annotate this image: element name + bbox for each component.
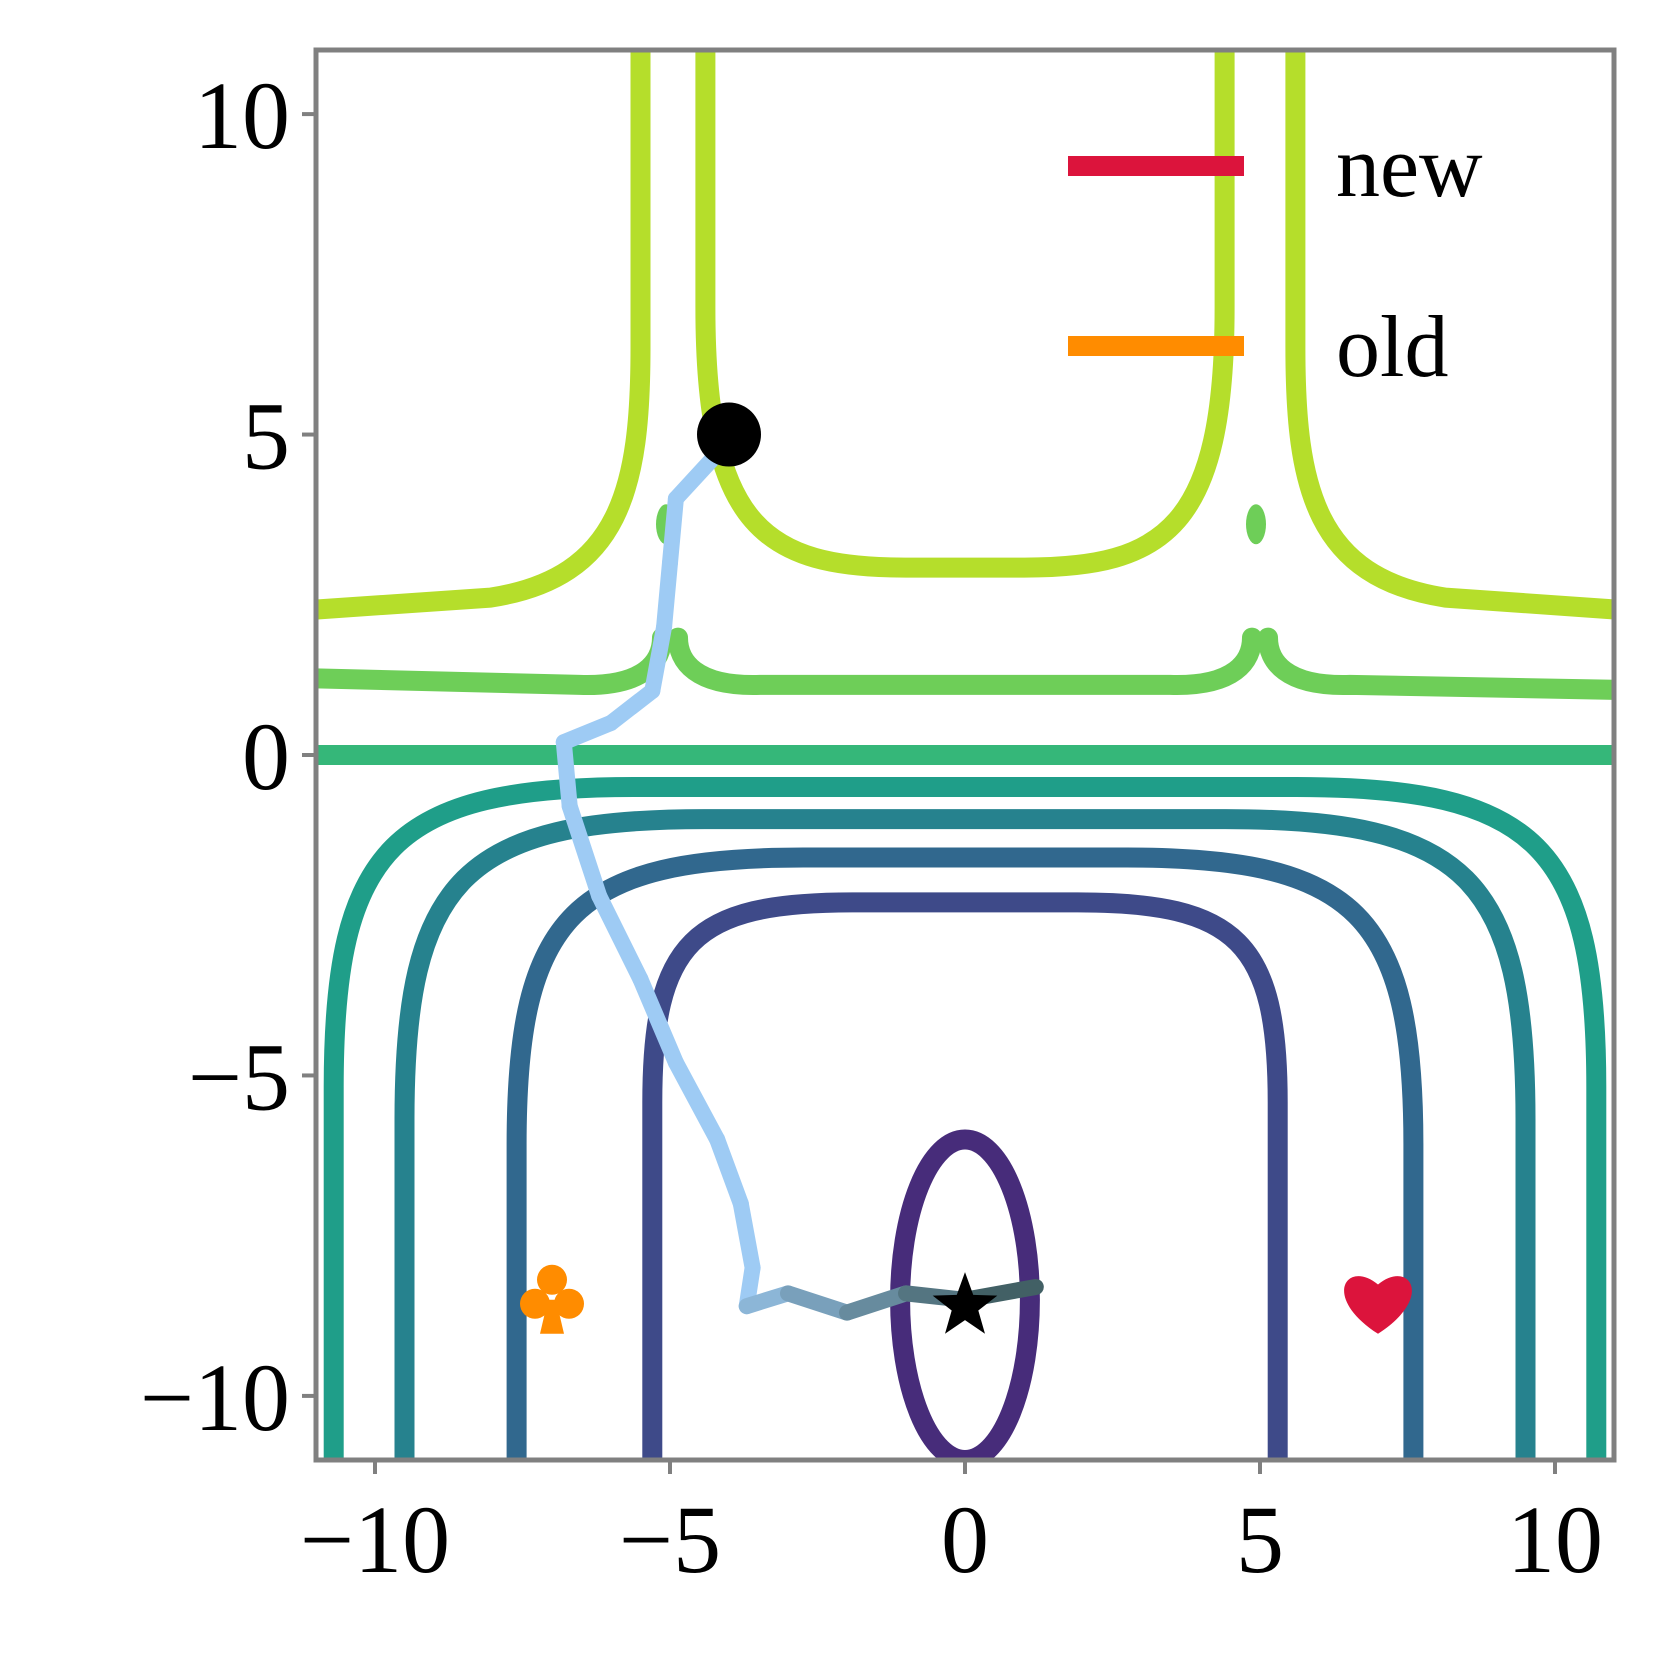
old-marker-marker xyxy=(520,1264,584,1334)
start-point-marker xyxy=(697,402,761,467)
markers xyxy=(520,402,1412,1334)
optimum-marker xyxy=(932,1272,998,1334)
y-tick-label: 0 xyxy=(242,703,290,810)
trajectory-segment xyxy=(555,714,619,751)
trajectory-segment xyxy=(780,1285,855,1321)
trajectory-segment xyxy=(555,734,578,815)
y-tick-label: 5 xyxy=(242,383,290,490)
contour-level-8 xyxy=(316,50,1614,620)
trajectory-segment xyxy=(603,682,661,731)
trajectory-segment xyxy=(839,1285,914,1321)
trajectory-segment xyxy=(591,888,649,988)
y-tick-label: −10 xyxy=(140,1344,290,1451)
legend: new old xyxy=(1068,119,1483,396)
trajectory-segment xyxy=(644,618,673,699)
legend-label-new: new xyxy=(1336,119,1483,216)
axis-ticks: −10 −5 0 5 10 −10 −5 0 5 10 xyxy=(140,62,1603,1593)
contour-level-7-island-1 xyxy=(1246,504,1266,545)
contour-level-4 xyxy=(394,809,1536,1460)
trajectory-segment xyxy=(667,1054,726,1148)
trajectory-segment xyxy=(632,971,684,1071)
trajectory-segment xyxy=(656,554,678,635)
trajectory-segment xyxy=(662,490,684,571)
x-tick-label: 10 xyxy=(1507,1486,1603,1593)
contour-lines xyxy=(316,50,1614,1460)
trajectory-segment xyxy=(732,1195,761,1276)
contour-level-7 xyxy=(316,627,1614,700)
trajectory-segment xyxy=(561,798,608,904)
optimizer-trajectory xyxy=(555,426,1044,1321)
x-tick-label: 5 xyxy=(1236,1486,1284,1593)
y-tick-label: 10 xyxy=(194,62,290,169)
y-tick-label: −5 xyxy=(188,1023,290,1130)
x-tick-label: −5 xyxy=(619,1486,721,1593)
legend-label-old: old xyxy=(1336,299,1448,396)
new-marker-marker xyxy=(1344,1276,1412,1334)
contour-level-5 xyxy=(323,777,1607,1460)
contour-level-3 xyxy=(506,847,1424,1460)
contour-level-2 xyxy=(642,892,1288,1460)
trajectory-segment xyxy=(667,452,720,507)
x-tick-label: 0 xyxy=(941,1486,989,1593)
x-tick-label: −10 xyxy=(300,1486,450,1593)
trajectory-segment xyxy=(709,1131,749,1212)
